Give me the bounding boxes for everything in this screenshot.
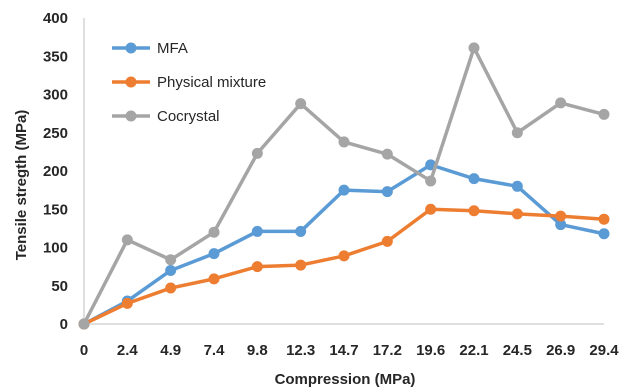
data-point: [511, 180, 523, 192]
data-point: [295, 98, 307, 110]
legend-label: Cocrystal: [157, 108, 220, 125]
y-tick-label: 300: [43, 87, 68, 104]
x-tick-label: 9.8: [247, 342, 268, 359]
plot-area: 0 50 100 150 200 250 300 350 400 0 2.4 4.9 7.4 9.8 12…: [43, 10, 619, 359]
series: [78, 159, 610, 330]
data-point: [338, 184, 350, 196]
data-point: [165, 264, 177, 276]
data-point: [425, 203, 437, 215]
data-point: [381, 235, 393, 247]
x-tick-label: 17.2: [373, 342, 402, 359]
x-axis-title: Compression (MPa): [275, 371, 416, 387]
data-point: [121, 234, 133, 246]
data-point: [555, 97, 567, 109]
series: [78, 203, 610, 330]
legend-item: Cocrystal: [112, 108, 220, 125]
data-point: [555, 219, 567, 231]
data-point: [598, 213, 610, 225]
y-tick-label: 200: [43, 163, 68, 180]
series: [78, 42, 610, 330]
data-point: [468, 42, 480, 54]
x-tick-label: 24.5: [503, 342, 532, 359]
data-point: [338, 250, 350, 262]
data-point: [295, 225, 307, 237]
data-point: [338, 136, 350, 148]
data-point: [165, 282, 177, 294]
data-point: [598, 108, 610, 120]
data-point: [381, 148, 393, 160]
data-point: [208, 248, 220, 260]
data-point: [251, 225, 263, 237]
x-tick-label: 14.7: [329, 342, 358, 359]
legend-swatch-marker: [125, 110, 137, 122]
y-tick-label: 50: [51, 278, 68, 295]
y-tick-label: 400: [43, 10, 68, 27]
data-point: [511, 127, 523, 139]
data-point: [511, 208, 523, 220]
x-tick-label: 7.4: [204, 342, 226, 359]
data-point: [165, 254, 177, 266]
data-point: [121, 297, 133, 309]
data-point: [251, 147, 263, 159]
x-tick-label: 29.4: [589, 342, 619, 359]
data-point: [468, 173, 480, 185]
y-tick-label: 250: [43, 125, 68, 142]
y-tick-label: 100: [43, 240, 68, 257]
y-tick-label: 150: [43, 201, 68, 218]
data-point: [208, 226, 220, 238]
data-point: [425, 175, 437, 187]
series-layer: [78, 42, 610, 330]
legend-item: Physical mixture: [112, 74, 266, 91]
y-axis-title: Tensile stregth (MPa): [13, 110, 30, 261]
legend-label: MFA: [157, 40, 188, 57]
x-tick-labels: 0 2.4 4.9 7.4 9.8 12.3 14.7 17.2 19.6 22.1 24.5 26.…: [80, 342, 619, 359]
x-tick-label: 19.6: [416, 342, 445, 359]
x-tick-label: 0: [80, 342, 88, 359]
y-tick-label: 350: [43, 48, 68, 65]
x-tick-label: 2.4: [117, 342, 139, 359]
legend: MFA Physical mixture Cocrystal: [112, 40, 266, 125]
series-line: [83, 207, 605, 326]
x-tick-label: 4.9: [160, 342, 181, 359]
data-point: [468, 205, 480, 217]
data-point: [555, 210, 567, 222]
x-tick-label: 12.3: [286, 342, 315, 359]
legend-label: Physical mixture: [157, 74, 266, 91]
legend-swatch-marker: [125, 76, 137, 88]
data-point: [78, 318, 90, 330]
x-tick-label: 22.1: [459, 342, 488, 359]
y-tick-label: 0: [60, 316, 68, 333]
data-point: [295, 259, 307, 271]
data-point: [381, 186, 393, 198]
data-point: [251, 261, 263, 273]
y-tick-labels: 0 50 100 150 200 250 300 350 400: [43, 10, 68, 333]
x-tick-label: 26.9: [546, 342, 575, 359]
legend-item: MFA: [112, 40, 188, 57]
data-point: [208, 273, 220, 285]
legend-swatch-marker: [125, 42, 137, 54]
data-point: [598, 228, 610, 240]
